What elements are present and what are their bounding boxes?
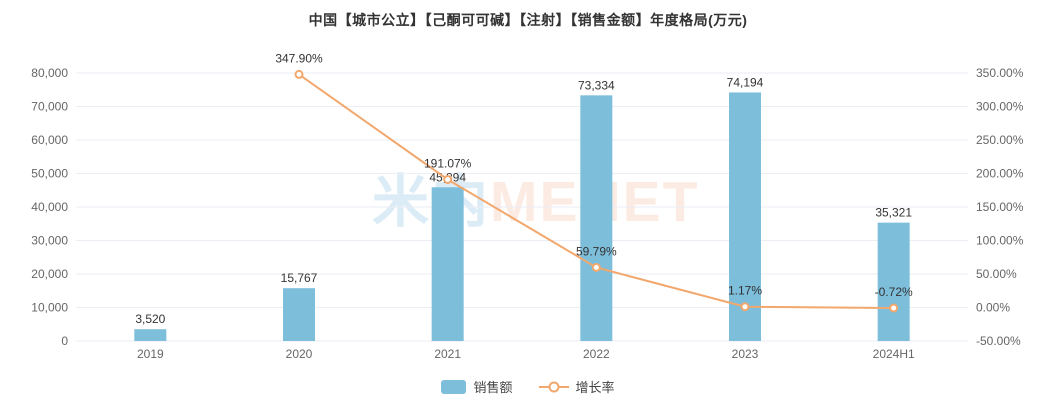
legend-bar-label: 销售额 xyxy=(473,380,513,395)
y-axis-right-tick-label: 200.00% xyxy=(976,167,1024,181)
y-axis-left-tick-label: 70,000 xyxy=(31,100,68,114)
legend-line-label: 增长率 xyxy=(575,380,615,395)
x-axis-label-2024H1: 2024H1 xyxy=(873,347,915,361)
watermark-cn-text: 米内 xyxy=(372,170,490,234)
y-axis-left-tick-label: 0 xyxy=(61,334,68,348)
bar-value-label: 15,767 xyxy=(281,271,318,285)
growth-value-label: 347.90% xyxy=(275,51,323,65)
y-axis-left-tick-label: 30,000 xyxy=(31,234,68,248)
x-axis-label-2022: 2022 xyxy=(583,347,610,361)
bar-2022[interactable] xyxy=(580,95,613,341)
y-axis-right-tick-label: 50.00% xyxy=(976,267,1017,281)
legend-item-growth[interactable]: 增长率 xyxy=(538,377,615,396)
growth-point-2022[interactable] xyxy=(591,262,601,272)
y-axis-left-tick-label: 80,000 xyxy=(31,66,68,80)
y-axis-right-tick-label: 100.00% xyxy=(976,234,1024,248)
y-axis-right-tick-label: -50.00% xyxy=(976,334,1021,348)
x-axis-label-2020: 2020 xyxy=(286,347,313,361)
legend-item-sales[interactable]: 销售额 xyxy=(441,377,513,396)
legend-bar-swatch xyxy=(441,379,467,394)
y-axis-left-tick-label: 10,000 xyxy=(31,301,68,315)
y-axis-right-tick-label: 300.00% xyxy=(976,100,1024,114)
y-axis-left-tick-label: 20,000 xyxy=(31,267,68,281)
x-axis-label-2023: 2023 xyxy=(732,347,759,361)
legend-line-marker xyxy=(538,381,569,392)
growth-value-label: -0.72% xyxy=(875,285,913,299)
bar-2019[interactable] xyxy=(134,329,167,341)
bar-2020[interactable] xyxy=(283,288,315,341)
growth-value-label: 59.79% xyxy=(576,244,617,258)
bar-2023[interactable] xyxy=(729,92,761,341)
x-axis-label-2019: 2019 xyxy=(137,347,164,361)
y-axis-right-tick-label: 250.00% xyxy=(976,133,1024,147)
x-axis-label-2021: 2021 xyxy=(434,347,461,361)
bar-value-label: 35,321 xyxy=(875,206,912,220)
bar-2024H1[interactable] xyxy=(877,222,910,341)
legend: 销售额 增长率 xyxy=(0,377,1056,396)
bar-value-label: 73,334 xyxy=(578,78,615,92)
bar-value-label: 3,520 xyxy=(135,312,165,326)
growth-point-2021[interactable] xyxy=(443,174,453,184)
y-axis-left-tick-label: 50,000 xyxy=(31,167,68,181)
y-axis-right-tick-label: 0.00% xyxy=(976,301,1010,315)
growth-point-2020[interactable] xyxy=(294,69,304,79)
chart-title: 中国【城市公立】【己酮可可碱】【注射】【销售金额】年度格局(万元) xyxy=(308,12,748,28)
y-axis-left-tick-label: 40,000 xyxy=(31,200,68,214)
growth-point-2024H1[interactable] xyxy=(889,303,899,313)
bar-value-label: 74,194 xyxy=(727,75,764,89)
y-axis-right-tick-label: 150.00% xyxy=(976,200,1024,214)
growth-point-2023[interactable] xyxy=(740,302,750,312)
bar-2021[interactable] xyxy=(431,187,464,341)
growth-value-label: 1.17% xyxy=(728,284,762,298)
y-axis-left-tick-label: 60,000 xyxy=(31,133,68,147)
growth-value-label: 191.07% xyxy=(424,156,472,170)
y-axis-right-tick-label: 350.00% xyxy=(976,66,1024,80)
legend-line-ring-icon xyxy=(548,381,559,392)
